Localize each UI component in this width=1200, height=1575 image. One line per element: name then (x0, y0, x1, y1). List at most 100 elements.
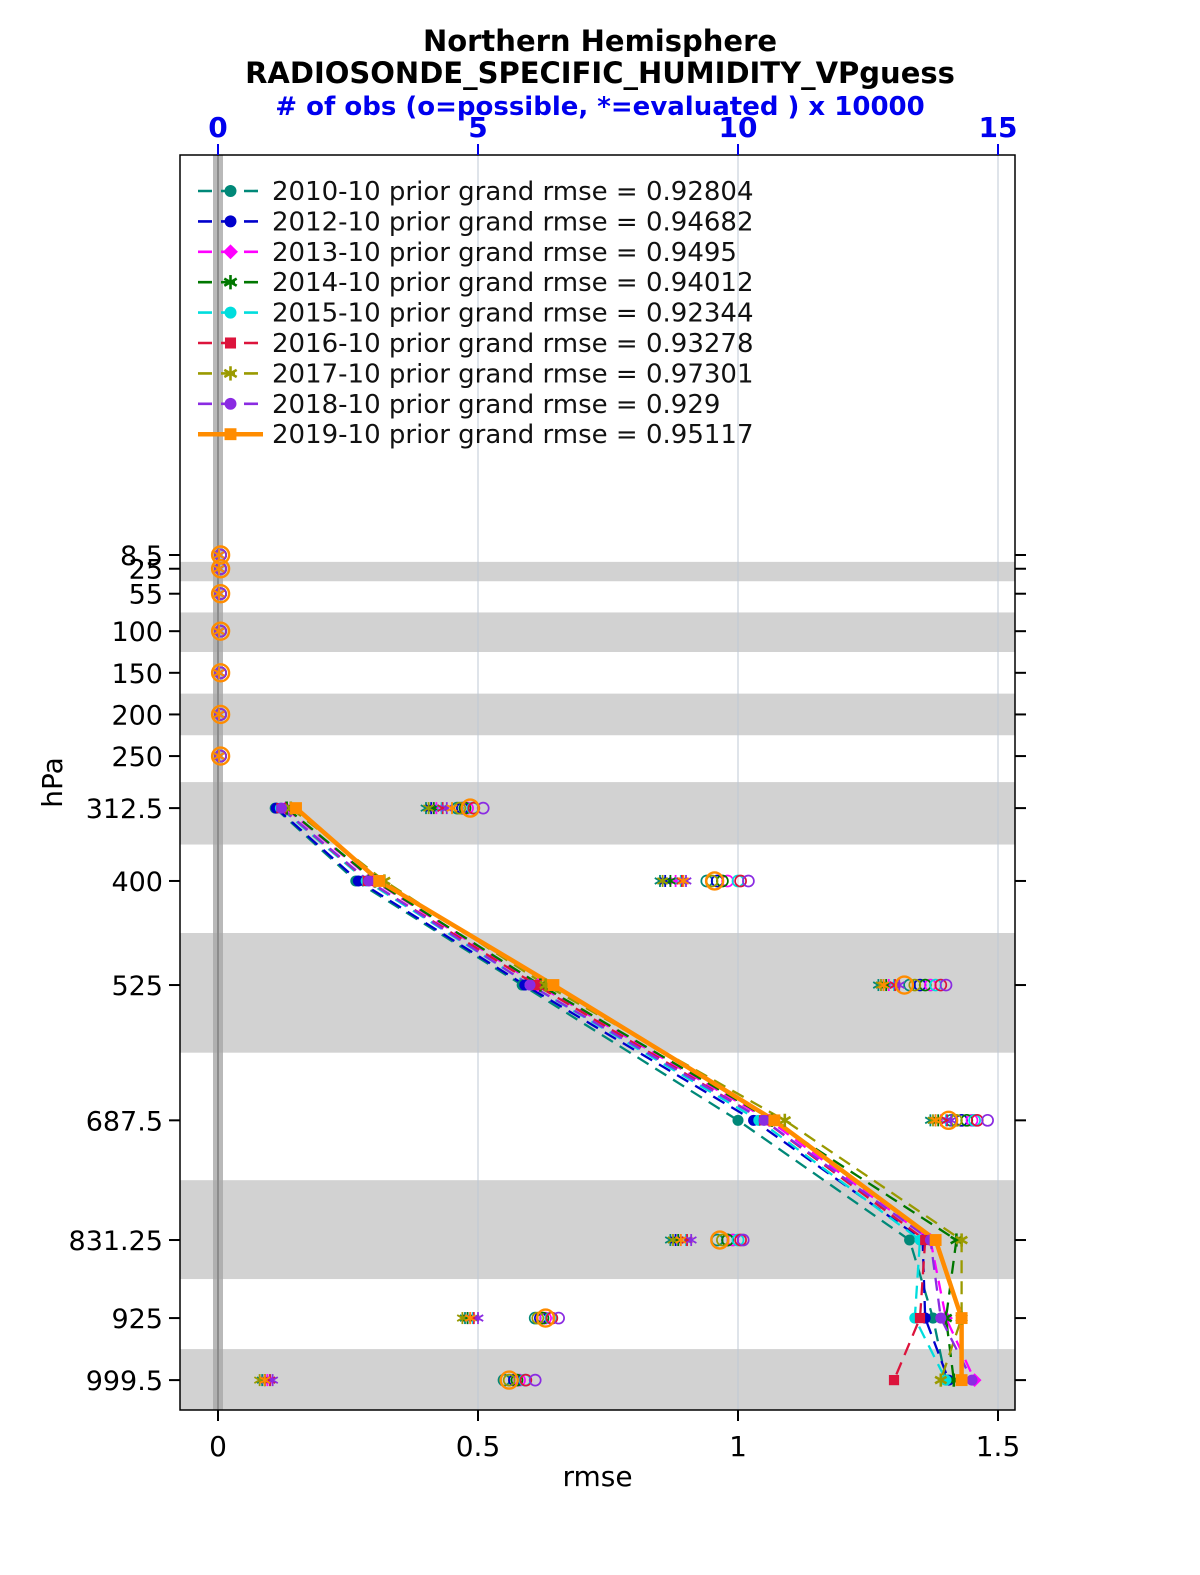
obs-count-markers (210, 545, 994, 1390)
y-axis-label: hPa (36, 757, 69, 808)
evaluated-marker-2019-10 (446, 802, 458, 815)
gridlines (477, 155, 999, 1410)
legend-label-2019-10: 2019-10 prior grand rmse = 0.95117 (272, 420, 753, 450)
series-line-2010-10 (274, 807, 948, 1381)
legend-label-2014-10: 2014-10 prior grand rmse = 0.94012 (272, 268, 753, 298)
asterisk-glyph (213, 627, 225, 635)
asterisk-glyph (656, 877, 669, 885)
legend-label-2013-10: 2013-10 prior grand rmse = 0.9495 (272, 238, 737, 268)
possible-marker-2016-10 (934, 978, 948, 992)
evaluated-marker-2019-10 (213, 666, 225, 679)
y-tick-label: 55 (129, 580, 163, 611)
chart-title-line1: Northern Hemisphere (422, 24, 778, 58)
possible-marker-2019-10 (710, 1230, 730, 1250)
series-marker-2016-10 (914, 1312, 926, 1324)
legend-marker-2013-10 (223, 244, 238, 260)
possible-marker-2019-10 (938, 1110, 959, 1131)
possible-marker-2019-10 (210, 559, 231, 579)
y-tick-label: 250 (111, 742, 163, 773)
possible-marker-2019-10 (460, 798, 480, 818)
x-axis-bottom: 0 0.5 1 1.5 (209, 1410, 1020, 1463)
possible-marker-2017-10 (453, 801, 467, 815)
asterisk-glyph (422, 804, 435, 812)
series-marker-2018-10 (363, 875, 375, 887)
possible-marker-2019-10 (704, 871, 725, 891)
series-marker-2017-10 (778, 1113, 792, 1127)
evaluated-marker-2018-10 (945, 1114, 957, 1127)
x-tick-label: 1.5 (976, 1430, 1021, 1463)
possible-marker-2019-10 (210, 621, 231, 641)
evaluated-marker-2019-10 (213, 708, 225, 721)
asterisk-glyph (464, 1314, 476, 1322)
y-tick-label: 200 (111, 700, 163, 731)
asterisk-glyph (213, 710, 225, 719)
series-marker-2019-10 (768, 1114, 781, 1127)
possible-marker-2019-10 (894, 975, 915, 995)
asterisk-glyph (446, 804, 458, 812)
shaded-band (180, 612, 1015, 652)
asterisk-glyph (877, 981, 890, 989)
legend-label-2016-10: 2016-10 prior grand rmse = 0.93278 (272, 329, 753, 359)
asterisk-glyph (675, 1236, 687, 1244)
asterisk-glyph (213, 551, 225, 559)
possible-marker-2018-10 (214, 587, 227, 601)
evaluated-marker-2019-10 (929, 1114, 942, 1127)
y-tick-label: 8.5 (120, 541, 163, 572)
series-marker-2018-10 (758, 1114, 770, 1126)
top-tick-label: 5 (468, 111, 487, 144)
shaded-band (180, 1180, 1015, 1280)
shaded-band (180, 1349, 1015, 1410)
possible-marker-2018-10 (981, 1113, 994, 1127)
asterisk-glyph (223, 277, 238, 287)
series-marker-2019-10 (547, 979, 560, 991)
possible-marker-2017-10 (908, 978, 922, 992)
asterisk-glyph (778, 1115, 792, 1125)
series-marker-2018-10 (935, 1312, 947, 1324)
series-marker-2010-10 (732, 1114, 744, 1126)
top-tick-label: 0 (208, 111, 227, 144)
axes-box (179, 154, 1016, 1411)
legend-marker-2016-10 (224, 337, 237, 349)
y-tick-label: 100 (111, 617, 163, 648)
legend: 2010-10 prior grand rmse = 0.928042012-1… (198, 177, 753, 450)
series-marker-2019-10 (955, 1374, 968, 1387)
series-line-2019-10 (294, 806, 964, 1381)
possible-marker-2018-10 (214, 708, 227, 721)
series-marker-2010-10 (927, 1312, 939, 1324)
asterisk-glyph (934, 1375, 948, 1385)
evaluated-marker-2017-10 (656, 874, 669, 887)
series-marker-2010-10 (904, 1234, 916, 1246)
asterisk-glyph (223, 368, 238, 379)
evaluated-marker-2019-10 (464, 1312, 476, 1325)
legend-marker-2015-10 (224, 306, 237, 319)
asterisk-glyph (945, 1116, 957, 1125)
possible-marker-2018-10 (214, 666, 227, 680)
possible-marker-2016-10 (734, 874, 747, 888)
y-tick-label: 400 (111, 867, 163, 898)
possible-marker-2019-10 (210, 746, 231, 766)
asterisk-glyph (929, 1116, 942, 1125)
evaluated-marker-2019-10 (259, 1374, 271, 1387)
y-tick-label: 150 (111, 659, 163, 690)
evaluated-marker-2019-10 (677, 874, 690, 887)
rmse-series-lines (274, 806, 976, 1381)
legend-label-2015-10: 2015-10 prior grand rmse = 0.92344 (272, 299, 753, 329)
legend-label-2017-10: 2017-10 prior grand rmse = 0.97301 (272, 359, 753, 389)
series-marker-2012-10 (352, 875, 364, 887)
series-marker-2018-10 (524, 979, 536, 991)
evaluated-marker-2019-10 (213, 750, 225, 763)
y-tick-label: 312.5 (86, 794, 163, 825)
rmse-series-markers (269, 801, 982, 1388)
series-marker-2018-10 (275, 802, 287, 814)
y-tick-label: 831.25 (69, 1226, 163, 1257)
evaluated-marker-2019-10 (213, 625, 225, 638)
possible-marker-2017-10 (502, 1373, 516, 1387)
x-tick-label: 1 (729, 1430, 747, 1463)
series-marker-2019-10 (373, 875, 386, 887)
possible-marker-2019-10 (499, 1370, 519, 1390)
asterisk-glyph (685, 1236, 697, 1244)
evaluated-marker-2019-10 (213, 562, 225, 575)
possible-marker-2018-10 (939, 978, 953, 992)
